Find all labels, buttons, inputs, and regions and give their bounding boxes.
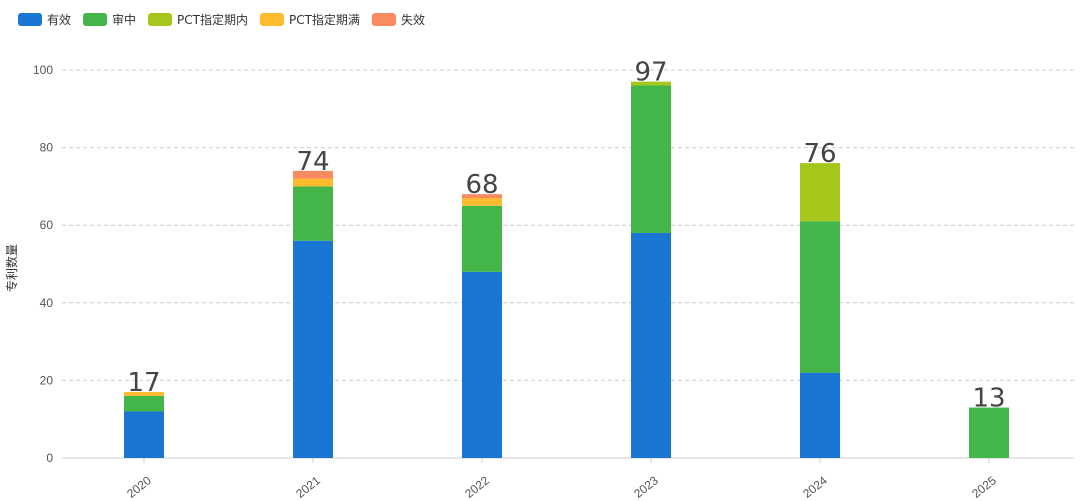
bar-segment[interactable] (462, 271, 502, 458)
y-tick-label: 20 (40, 373, 54, 387)
grid-lines (62, 69, 1074, 459)
legend: 有效 审中 PCT指定期内 PCT指定期满 失效 (18, 12, 425, 27)
y-tick-label: 60 (40, 218, 54, 232)
x-tick-label: 2023 (631, 473, 661, 501)
bar-segment[interactable] (462, 205, 502, 272)
total-label: 76 (803, 139, 836, 169)
total-label: 97 (634, 58, 667, 88)
bar-segment[interactable] (800, 163, 840, 222)
legend-item[interactable]: 有效 (18, 12, 71, 27)
total-label: 68 (465, 170, 498, 200)
legend-label: 有效 (47, 12, 71, 27)
bar-segment[interactable] (969, 407, 1009, 458)
y-tick-label: 80 (40, 141, 54, 155)
y-tick-label: 40 (40, 296, 54, 310)
legend-swatch (259, 13, 284, 26)
x-tick-label: 2024 (800, 473, 830, 501)
bar-segment[interactable] (293, 240, 333, 458)
total-label: 17 (127, 368, 160, 398)
legend-swatch (371, 13, 396, 26)
legend-label: PCT指定期满 (289, 12, 360, 27)
bar-segment[interactable] (293, 186, 333, 241)
x-tick-label: 2020 (124, 473, 154, 501)
bar-segment[interactable] (462, 198, 502, 206)
total-label: 13 (972, 384, 1005, 414)
bar-segment[interactable] (124, 411, 164, 458)
x-axis: 2020 2021 2022 2023 2024 2025 (124, 458, 999, 501)
legend-swatch (83, 13, 108, 26)
legend-label: 审中 (112, 12, 136, 27)
bar-segment[interactable] (631, 85, 671, 233)
y-axis-label: 专利数量 (4, 244, 19, 292)
legend-item[interactable]: PCT指定期满 (259, 12, 360, 27)
bar-segment[interactable] (124, 395, 164, 412)
x-tick-label: 2021 (293, 473, 323, 501)
y-tick-label: 100 (33, 63, 53, 77)
bar-segment[interactable] (800, 221, 840, 373)
y-tick-label: 0 (46, 451, 53, 465)
legend-label: 失效 (401, 12, 425, 27)
bar-segment[interactable] (124, 392, 164, 396)
total-label: 74 (296, 147, 329, 177)
bar-segment[interactable] (293, 178, 333, 187)
legend-swatch (18, 13, 42, 26)
legend-label: PCT指定期内 (177, 12, 248, 27)
legend-item[interactable]: PCT指定期内 (148, 12, 248, 27)
bar-segment[interactable] (631, 81, 671, 86)
legend-item[interactable]: 失效 (371, 12, 425, 27)
bar-segment[interactable] (800, 372, 840, 458)
legend-item[interactable]: 审中 (83, 12, 136, 27)
bar-segment[interactable] (462, 194, 502, 199)
bars (124, 81, 1009, 458)
x-tick-label: 2022 (462, 473, 492, 501)
x-tick-label: 2025 (969, 473, 999, 501)
total-labels: 17 74 68 97 76 13 (127, 58, 1005, 414)
bar-segment[interactable] (631, 232, 671, 458)
y-axis: 0 20 40 60 80 100 (33, 63, 53, 465)
bar-segment[interactable] (293, 170, 333, 179)
legend-swatch (148, 13, 173, 26)
